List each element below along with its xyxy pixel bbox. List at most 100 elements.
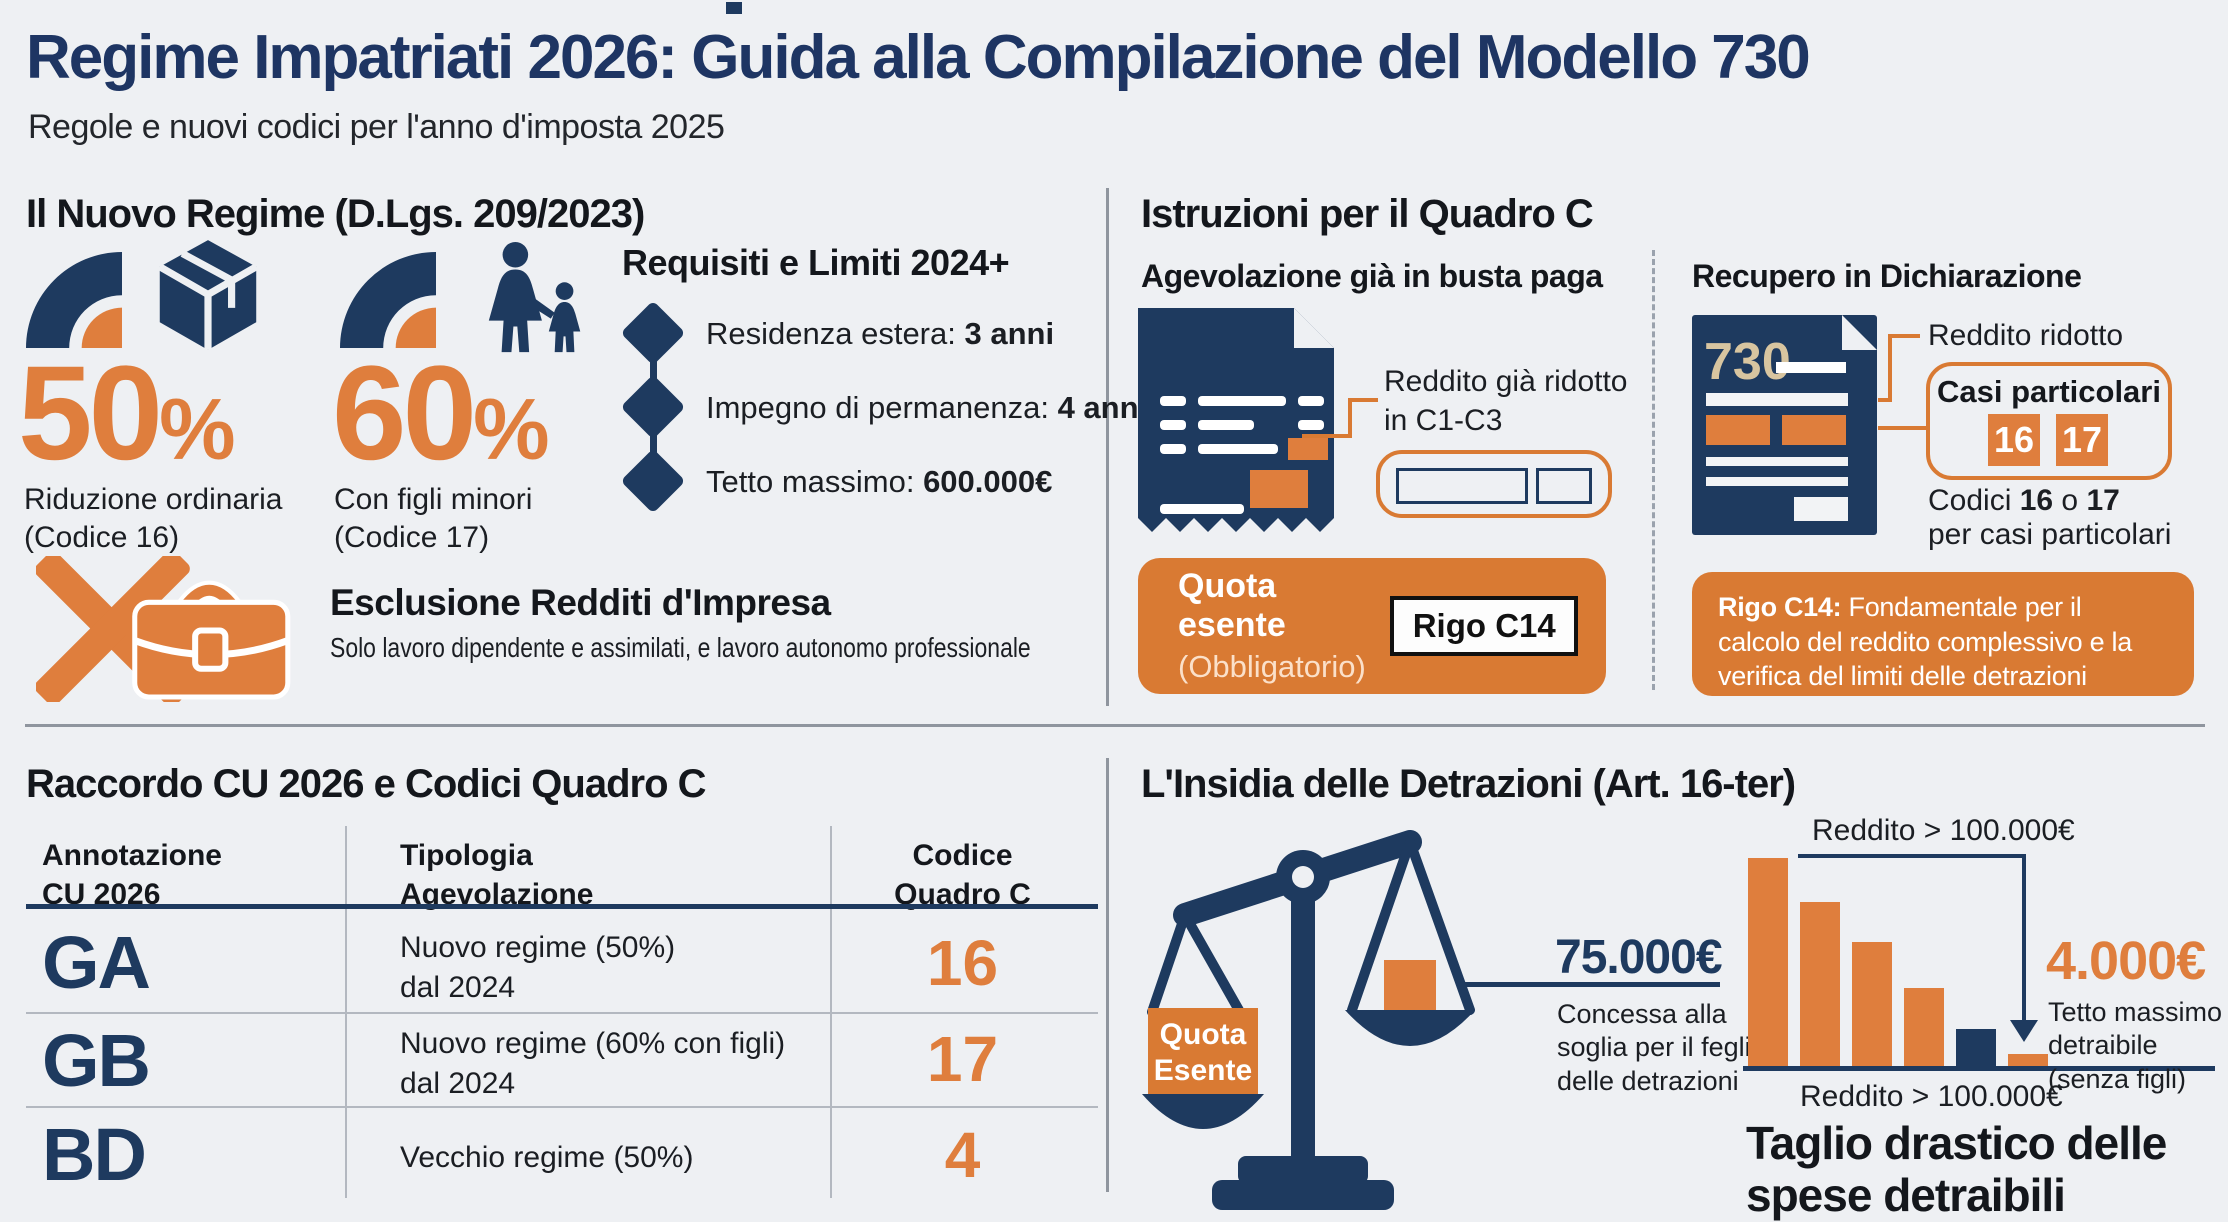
x-briefcase-icon	[36, 556, 291, 702]
requirement-item: Tetto massimo: 600.000€	[706, 464, 1052, 500]
code-16-badge: 16	[1988, 414, 2040, 466]
table-header-underline	[26, 904, 1098, 909]
rigo-note-bold: Rigo C14:	[1718, 592, 1842, 622]
diamond-bullet-icon	[620, 448, 686, 514]
cube-icon	[157, 240, 259, 350]
connector-line	[1878, 426, 1926, 430]
requirement-value: 4 anni	[1057, 390, 1148, 425]
tipologia-line: Nuovo regime (60% con figli)	[400, 1027, 786, 1060]
stat-60-digits: 60	[332, 339, 477, 488]
page-title: Regime Impatriati 2026: Guida alla Compi…	[26, 23, 1811, 92]
stat-50-percent: %	[159, 382, 235, 478]
requirement-label: Residenza estera:	[706, 316, 965, 351]
table-row-annotation: GA	[42, 921, 151, 1004]
family-icon	[488, 241, 581, 353]
tipologia-line: dal 2024	[400, 970, 516, 1004]
requirement-item: Residenza estera: 3 anni	[706, 316, 1054, 352]
decorative-mark	[726, 2, 742, 14]
form-730-icon: 730	[1692, 315, 1877, 535]
header-line: Tipologia	[400, 839, 533, 872]
requirement-value: 3 anni	[964, 316, 1055, 351]
pie-chart-icon	[26, 252, 122, 348]
pan-label-line1: Quota	[1160, 1018, 1247, 1051]
bar	[1800, 902, 1840, 1067]
requirement-value: 600.000€	[923, 464, 1053, 499]
busta-callout: Reddito già ridotto in C1-C3	[1384, 362, 1628, 440]
caption-line: detraibile	[2048, 1030, 2158, 1061]
stat-50-label: Riduzione ordinaria	[24, 483, 283, 516]
busta-paga-heading: Agevolazione già in busta paga	[1141, 258, 1603, 294]
caption-text: Codici	[1928, 484, 2020, 517]
form-field	[1396, 468, 1528, 504]
busta-callout-line1: Reddito già ridotto	[1384, 365, 1628, 398]
header-line: Annotazione	[42, 839, 222, 872]
bar	[2008, 1054, 2048, 1067]
table-row-tipologia: Nuovo regime (50%) dal 2024	[400, 928, 675, 1008]
recupero-heading: Recupero in Dichiarazione	[1692, 258, 2082, 294]
table-row-code: 4	[944, 1119, 981, 1191]
footer-line: spese detraibili	[1746, 1168, 2066, 1221]
table-header-tipologia: Tipologia Agevolazione	[400, 836, 593, 914]
table-row-code: 17	[926, 1023, 999, 1095]
requisiti-title: Requisiti e Limiti 2024+	[622, 242, 1010, 283]
quota-esente-subtitle: (Obbligatorio)	[1178, 649, 1366, 684]
codici-caption-line2: per casi particolari	[1928, 518, 2172, 551]
section-title-detrazioni: L'Insidia delle Detrazioni (Art. 16-ter)	[1141, 762, 1796, 806]
stat-60-label: Con figli minori	[334, 483, 533, 516]
bracket-line-horizontal	[1798, 854, 2026, 858]
connector-line	[1348, 398, 1352, 438]
c1-c3-fields-box	[1376, 450, 1612, 518]
connector-line	[1878, 398, 1892, 402]
connector-line	[1302, 434, 1352, 438]
caption-line: soglia per il feglio	[1557, 1032, 1766, 1063]
quota-esente-box: Quota esente (Obbligatorio) Rigo C14	[1138, 558, 1606, 694]
busta-callout-line2: in C1-C3	[1384, 404, 1503, 437]
caption-line: (senza figli)	[2048, 1063, 2187, 1094]
section-title-quadro-c: Istruzioni per il Quadro C	[1141, 192, 1594, 236]
horizontal-divider	[25, 724, 2205, 727]
vertical-divider-top	[1106, 188, 1109, 706]
header-line: Codice	[912, 839, 1013, 872]
table-row-annotation: BD	[42, 1113, 147, 1196]
table-row-tipologia: Vecchio regime (50%)	[400, 1138, 693, 1178]
table-header-codice: Codice Quadro C	[835, 836, 1090, 914]
caption-line: delle detrazioni	[1557, 1065, 1739, 1096]
quota-esente-title: Quota esente	[1178, 567, 1286, 644]
vertical-divider-bottom	[1106, 758, 1109, 1192]
dashed-divider	[1652, 250, 1655, 690]
chart-top-label: Reddito > 100.000€	[1812, 814, 2075, 847]
rigo-c14-note-box: Rigo C14: Fondamentale per il calcolo de…	[1692, 572, 2194, 696]
bracket-line-vertical	[2022, 854, 2026, 1020]
balance-scale-icon: Quota Esente	[1142, 830, 1475, 1210]
bar	[1904, 988, 1944, 1067]
connector-line	[1892, 334, 1920, 338]
pan-label-line2: Esente	[1154, 1054, 1252, 1087]
tipologia-line: Nuovo regime (50%)	[400, 931, 676, 964]
stat-60-percent: %	[473, 382, 549, 478]
bar	[1748, 858, 1788, 1067]
stat-50-value: 50%	[18, 347, 236, 481]
esclusione-subtitle: Solo lavoro dipendente e assimilati, e l…	[330, 632, 1031, 663]
caption-line: Tetto massimo	[2048, 997, 2223, 1027]
requirement-label: Impegno di permanenza:	[706, 390, 1058, 425]
cap-value: 4.000€	[2046, 931, 2206, 991]
rigo-c14-tag: Rigo C14	[1390, 596, 1578, 656]
table-row-divider	[26, 1106, 1098, 1108]
codici-caption-line1: Codici 16 o 17	[1928, 484, 2120, 518]
tipologia-line: dal 2024	[400, 1066, 516, 1100]
diamond-bullet-icon	[620, 374, 686, 440]
tipologia-line: Vecchio regime (50%)	[400, 1141, 694, 1174]
chart-axis	[1743, 1066, 2215, 1071]
requirement-item: Impegno di permanenza: 4 anni	[706, 390, 1147, 426]
stat-60-value: 60%	[332, 347, 550, 481]
caption-line: Concessa alla	[1557, 999, 1727, 1029]
page-subtitle: Regole e nuovi codici per l'anno d'impos…	[28, 108, 725, 146]
cap-caption: Tetto massimo detraibile (senza figli)	[2048, 996, 2222, 1096]
section-title-nuovo-regime: Il Nuovo Regime (D.Lgs. 209/2023)	[26, 192, 645, 236]
rigo-note-text: Fondamentale per il calcolo del reddito …	[1718, 592, 2132, 692]
connector-line	[1888, 334, 1892, 402]
stat-50-code: (Codice 16)	[24, 521, 180, 554]
stat-50-digits: 50	[18, 339, 163, 488]
chart-bottom-label: Reddito > 100.000€	[1800, 1080, 2063, 1113]
